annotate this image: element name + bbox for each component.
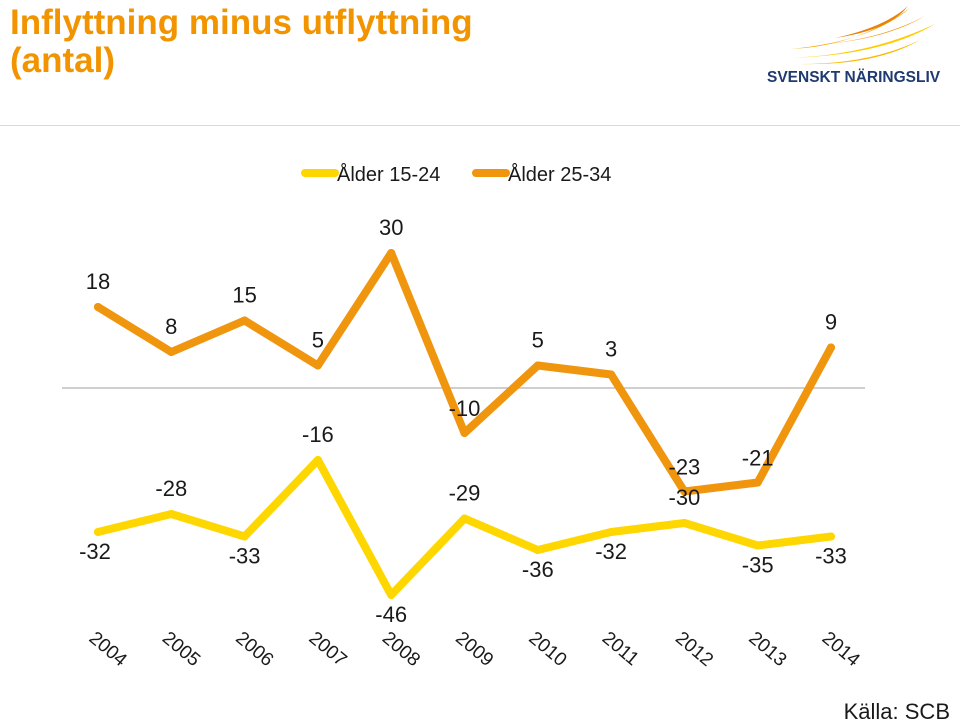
data-point — [460, 429, 469, 437]
chart-legend: Ålder 15-24 Ålder 25-34 — [301, 163, 611, 186]
data-labels: -32 -28 -33 -16 -46 -29 -36 -32 -30 -35 -33 18 8 15 5 3… — [79, 215, 847, 627]
data-label: -21 — [742, 446, 774, 471]
data-label: -10 — [449, 396, 481, 421]
data-point — [313, 361, 322, 370]
legend-label: Ålder 15-24 — [337, 163, 440, 186]
x-tick-label: 2011 — [598, 628, 643, 670]
data-label: -33 — [815, 544, 847, 569]
data-label: -36 — [522, 557, 554, 582]
data-label: -32 — [79, 539, 111, 564]
title-line-2: (antal) — [10, 41, 115, 80]
data-point — [387, 249, 396, 257]
source-note: Källa: SCB — [843, 699, 950, 724]
data-label: 5 — [312, 328, 324, 353]
chart-title: Inflyttning minus utflyttning (antal) — [10, 4, 473, 80]
svenskt-naringsliv-logo: SVENSKT NÄRINGSLIV — [767, 6, 941, 86]
data-point — [313, 456, 322, 464]
data-point — [460, 514, 469, 523]
x-axis-ticks: 2004 2005 2006 2007 2008 2009 2010 2011 2012 2013… — [85, 628, 864, 672]
x-tick-label: 2007 — [305, 628, 351, 671]
data-point — [94, 303, 102, 311]
data-label: -46 — [375, 602, 407, 627]
legend-label: Ålder 25-34 — [508, 163, 611, 186]
data-point — [387, 591, 396, 599]
series-lines — [94, 249, 835, 599]
x-tick-label: 2012 — [671, 628, 717, 671]
data-label: -28 — [155, 476, 187, 501]
logo-flame-icon — [782, 6, 935, 65]
data-label: 3 — [605, 337, 617, 362]
data-label: -32 — [595, 539, 627, 564]
data-label: -29 — [449, 481, 481, 506]
x-tick-label: 2009 — [451, 628, 497, 671]
logo-text: SVENSKT NÄRINGSLIV — [767, 69, 941, 86]
title-line-1: Inflyttning minus utflyttning — [10, 3, 473, 42]
series-line-alder-25-34 — [94, 249, 835, 496]
data-label: -16 — [302, 422, 334, 447]
data-point — [607, 370, 616, 379]
data-point — [753, 478, 762, 487]
data-point — [240, 316, 249, 325]
data-label: -23 — [669, 455, 701, 480]
x-tick-label: 2013 — [744, 628, 790, 671]
x-tick-label: 2010 — [525, 628, 571, 671]
x-tick-label: 2014 — [818, 628, 864, 672]
x-tick-label: 2005 — [158, 628, 204, 671]
x-tick-label: 2008 — [378, 628, 424, 671]
data-point — [607, 528, 616, 536]
data-label: 15 — [232, 283, 256, 308]
header-divider — [0, 125, 960, 126]
data-point — [167, 510, 176, 518]
data-point — [680, 487, 689, 496]
x-tick-label: 2004 — [85, 628, 131, 672]
x-tick-label: 2006 — [231, 628, 277, 671]
data-label: -33 — [229, 544, 261, 569]
data-label: 5 — [532, 328, 544, 353]
data-label: 8 — [165, 314, 177, 339]
data-point — [167, 348, 176, 356]
data-label: 18 — [86, 269, 110, 294]
data-label: -30 — [669, 485, 701, 510]
data-label: -35 — [742, 553, 774, 578]
data-point — [240, 532, 249, 541]
data-point — [827, 532, 835, 541]
data-point — [533, 546, 542, 554]
data-label: 30 — [379, 215, 403, 240]
data-point — [94, 528, 102, 536]
data-point — [533, 361, 542, 370]
data-point — [753, 541, 762, 550]
data-label: 9 — [825, 310, 837, 335]
data-point — [827, 343, 835, 352]
data-point — [680, 519, 689, 527]
